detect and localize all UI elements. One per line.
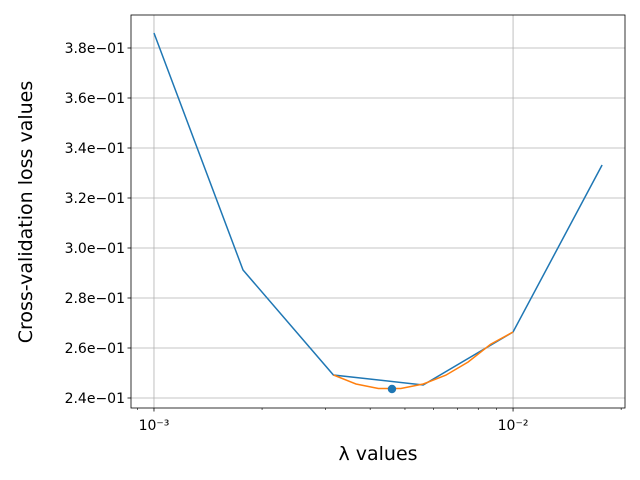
plot-frame <box>130 14 626 409</box>
y-tick-label: 2.8e−01 <box>65 291 125 307</box>
x-axis-label: λ values <box>338 443 417 465</box>
data-line <box>153 32 603 386</box>
y-axis-label: Cross-validation loss values <box>15 81 37 344</box>
y-tick-label: 3.6e−01 <box>65 91 125 107</box>
y-tick-label: 2.4e−01 <box>65 391 125 407</box>
data-line <box>333 331 514 390</box>
y-tick-label: 3.8e−01 <box>65 41 125 57</box>
y-tick-label: 3.0e−01 <box>65 241 125 257</box>
y-tick-label: 3.4e−01 <box>65 141 125 157</box>
data-point <box>387 384 397 394</box>
x-tick-label: 10⁻² <box>498 418 529 434</box>
x-tick-label: 10⁻³ <box>139 418 170 434</box>
y-tick-label: 3.2e−01 <box>65 191 125 207</box>
y-tick-label: 2.6e−01 <box>65 341 125 357</box>
